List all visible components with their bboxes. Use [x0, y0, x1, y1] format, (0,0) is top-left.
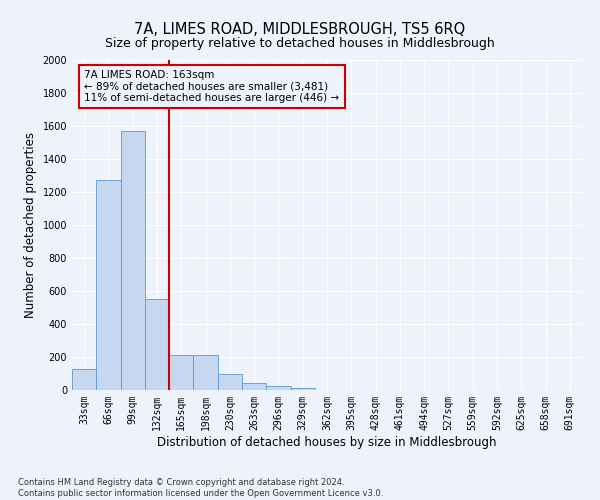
Bar: [218, 374, 242, 390]
Bar: [266, 386, 290, 390]
Text: 7A LIMES ROAD: 163sqm
← 89% of detached houses are smaller (3,481)
11% of semi-d: 7A LIMES ROAD: 163sqm ← 89% of detached …: [85, 70, 340, 103]
Bar: [290, 388, 315, 390]
Text: 7A, LIMES ROAD, MIDDLESBROUGH, TS5 6RQ: 7A, LIMES ROAD, MIDDLESBROUGH, TS5 6RQ: [134, 22, 466, 38]
Bar: [169, 354, 193, 390]
Y-axis label: Number of detached properties: Number of detached properties: [24, 132, 37, 318]
Bar: [242, 382, 266, 390]
Bar: [121, 131, 145, 390]
X-axis label: Distribution of detached houses by size in Middlesbrough: Distribution of detached houses by size …: [157, 436, 497, 448]
Text: Contains HM Land Registry data © Crown copyright and database right 2024.
Contai: Contains HM Land Registry data © Crown c…: [18, 478, 383, 498]
Text: Size of property relative to detached houses in Middlesbrough: Size of property relative to detached ho…: [105, 38, 495, 51]
Bar: [145, 299, 169, 390]
Bar: [96, 180, 121, 390]
Bar: [193, 354, 218, 390]
Bar: [72, 368, 96, 390]
